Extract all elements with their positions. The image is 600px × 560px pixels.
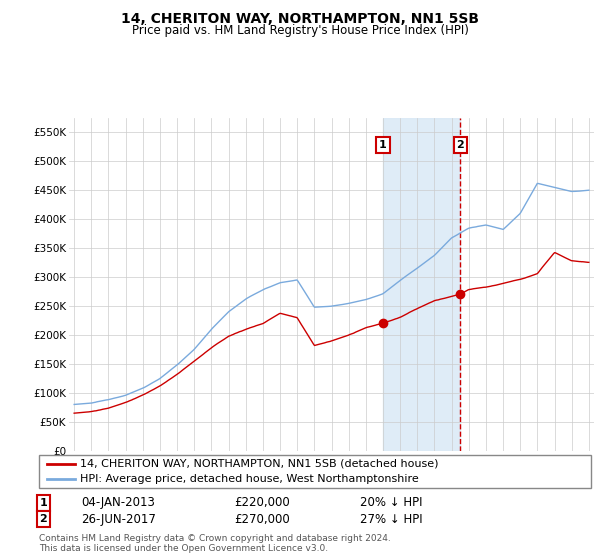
Text: This data is licensed under the Open Government Licence v3.0.: This data is licensed under the Open Gov… (39, 544, 328, 553)
Text: 26-JUN-2017: 26-JUN-2017 (81, 512, 156, 526)
Text: 14, CHERITON WAY, NORTHAMPTON, NN1 5SB: 14, CHERITON WAY, NORTHAMPTON, NN1 5SB (121, 12, 479, 26)
Text: 20% ↓ HPI: 20% ↓ HPI (360, 496, 422, 510)
Text: Contains HM Land Registry data © Crown copyright and database right 2024.: Contains HM Land Registry data © Crown c… (39, 534, 391, 543)
Text: £270,000: £270,000 (234, 512, 290, 526)
Text: 27% ↓ HPI: 27% ↓ HPI (360, 512, 422, 526)
Text: £220,000: £220,000 (234, 496, 290, 510)
Text: 14, CHERITON WAY, NORTHAMPTON, NN1 5SB (detached house): 14, CHERITON WAY, NORTHAMPTON, NN1 5SB (… (80, 459, 439, 469)
Text: 04-JAN-2013: 04-JAN-2013 (81, 496, 155, 510)
Text: 2: 2 (457, 140, 464, 150)
FancyBboxPatch shape (39, 455, 591, 488)
Text: Price paid vs. HM Land Registry's House Price Index (HPI): Price paid vs. HM Land Registry's House … (131, 24, 469, 37)
Text: HPI: Average price, detached house, West Northamptonshire: HPI: Average price, detached house, West… (80, 474, 419, 484)
Text: 1: 1 (379, 140, 387, 150)
Text: 1: 1 (40, 498, 47, 508)
Bar (383, 118, 460, 451)
Text: 2: 2 (40, 514, 47, 524)
